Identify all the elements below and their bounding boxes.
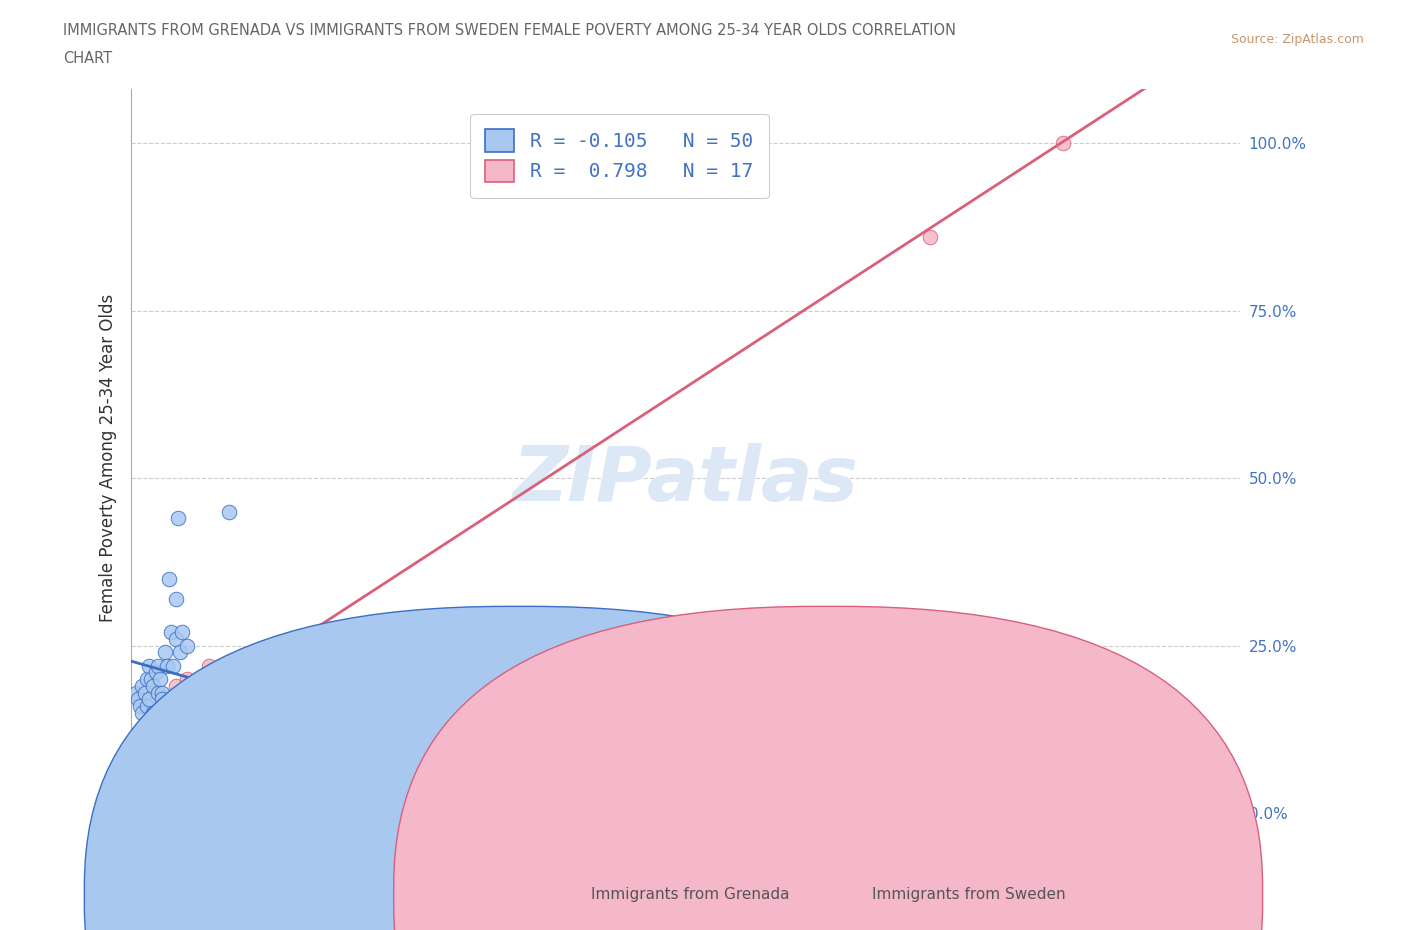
Point	[253, 705, 276, 720]
Point	[156, 658, 179, 673]
Point	[142, 719, 165, 734]
Point	[153, 698, 176, 713]
Point	[146, 711, 169, 726]
Point	[135, 738, 157, 753]
Point	[204, 752, 226, 767]
Point	[187, 671, 209, 686]
Point	[160, 692, 183, 707]
Point	[165, 678, 187, 693]
Point	[218, 504, 240, 519]
Point	[214, 671, 236, 686]
Point	[172, 625, 194, 640]
Point	[264, 725, 287, 740]
Point	[226, 698, 249, 713]
Point	[129, 772, 152, 787]
Point	[138, 746, 160, 761]
Point	[298, 711, 321, 726]
Point	[231, 678, 253, 693]
Point	[127, 692, 149, 707]
Point	[453, 746, 475, 761]
Point	[918, 230, 941, 245]
Point	[191, 671, 214, 686]
Text: IMMIGRANTS FROM GRENADA VS IMMIGRANTS FROM SWEDEN FEMALE POVERTY AMONG 25-34 YEA: IMMIGRANTS FROM GRENADA VS IMMIGRANTS FR…	[63, 23, 956, 38]
Text: Immigrants from Grenada: Immigrants from Grenada	[591, 887, 789, 902]
Point	[157, 571, 180, 586]
Point	[342, 738, 364, 753]
Text: Source: ZipAtlas.com: Source: ZipAtlas.com	[1230, 33, 1364, 46]
Point	[160, 625, 183, 640]
Point	[134, 759, 156, 774]
Point	[131, 752, 153, 767]
Point	[142, 678, 165, 693]
Point	[176, 638, 198, 653]
Point	[165, 631, 187, 646]
Legend: R = -0.105   N = 50, R =  0.798   N = 17: R = -0.105 N = 50, R = 0.798 N = 17	[470, 113, 769, 198]
Text: Immigrants from Sweden: Immigrants from Sweden	[872, 887, 1066, 902]
Text: CHART: CHART	[63, 51, 112, 66]
Point	[198, 692, 221, 707]
Point	[208, 658, 231, 673]
Point	[150, 692, 173, 707]
Point	[166, 511, 188, 525]
Point	[276, 719, 298, 734]
Point	[198, 658, 221, 673]
Point	[169, 644, 191, 659]
Point	[127, 765, 149, 780]
Point	[131, 705, 153, 720]
Point	[131, 678, 153, 693]
Point	[135, 698, 157, 713]
Point	[138, 692, 160, 707]
Point	[145, 665, 167, 680]
Point	[176, 671, 198, 686]
Point	[129, 698, 152, 713]
Point	[135, 671, 157, 686]
Point	[187, 678, 209, 693]
Point	[180, 685, 202, 700]
Point	[150, 685, 173, 700]
Point	[134, 685, 156, 700]
Point	[146, 685, 169, 700]
Point	[141, 671, 163, 686]
Point	[287, 732, 309, 747]
Point	[162, 658, 184, 673]
Point	[387, 732, 409, 747]
Point	[242, 711, 264, 726]
Point	[142, 705, 165, 720]
Y-axis label: Female Poverty Among 25-34 Year Olds: Female Poverty Among 25-34 Year Olds	[100, 294, 117, 622]
Point	[149, 671, 172, 686]
Point	[319, 725, 342, 740]
Text: ZIPatlas: ZIPatlas	[513, 443, 859, 517]
Point	[125, 779, 148, 794]
Point	[138, 658, 160, 673]
Point	[1052, 136, 1074, 151]
Point	[165, 591, 187, 606]
Point	[125, 685, 148, 700]
Point	[153, 644, 176, 659]
Point	[146, 658, 169, 673]
